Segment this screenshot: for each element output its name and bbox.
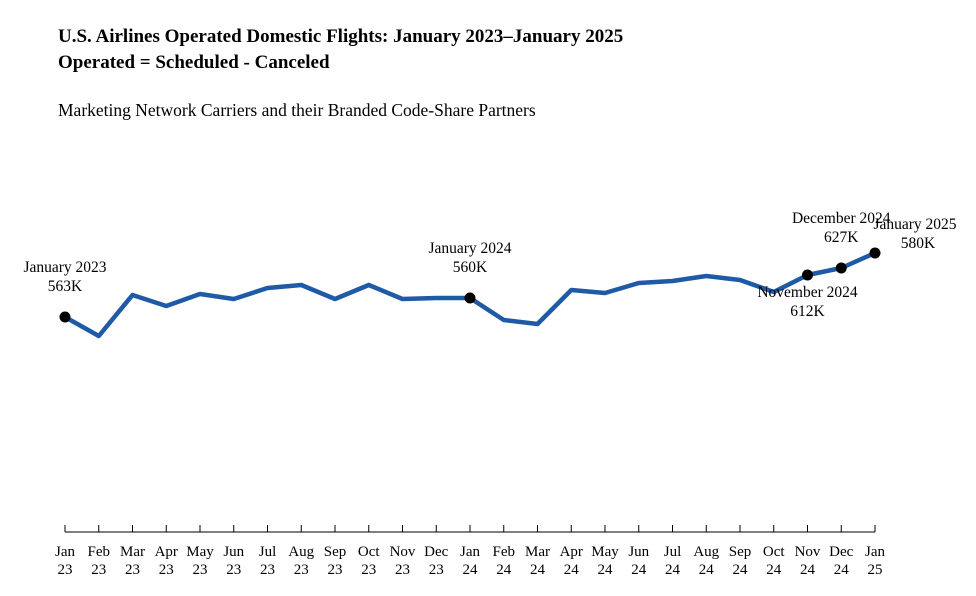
x-tick-label: Mar 24 xyxy=(525,544,550,578)
x-tick-label: Oct 24 xyxy=(763,544,785,578)
x-tick-label: Jan 25 xyxy=(865,544,885,578)
data-point xyxy=(464,292,476,304)
x-tick-label: May 23 xyxy=(186,544,214,578)
chart-title: U.S. Airlines Operated Domestic Flights:… xyxy=(58,24,623,76)
x-tick-label: Jan 23 xyxy=(55,544,75,578)
x-tick-label: Dec 24 xyxy=(829,544,853,578)
x-tick-label: Jun 23 xyxy=(223,544,244,578)
x-tick-label: Aug 23 xyxy=(288,544,314,578)
data-label: January 2024 560K xyxy=(428,240,511,276)
chart-title-line-1: U.S. Airlines Operated Domestic Flights:… xyxy=(58,26,624,47)
x-tick-label: Jan 24 xyxy=(460,544,480,578)
data-label: December 2024 627K xyxy=(792,210,891,246)
x-tick-label: Nov 24 xyxy=(795,544,821,578)
x-tick-label: Dec 23 xyxy=(424,544,448,578)
x-tick-label: May 24 xyxy=(591,544,619,578)
data-label: January 2025 580K xyxy=(873,216,956,252)
x-tick-label: Jul 23 xyxy=(259,544,277,578)
x-tick-label: Apr 23 xyxy=(155,544,178,578)
x-tick-label: Mar 23 xyxy=(120,544,145,578)
x-tick-label: Jun 24 xyxy=(628,544,649,578)
data-point xyxy=(869,247,881,259)
data-point xyxy=(59,311,71,323)
x-tick-label: Apr 24 xyxy=(560,544,583,578)
x-tick-label: Sep 23 xyxy=(324,544,347,578)
data-label: January 2023 563K xyxy=(23,259,106,295)
chart-title-line-2: Operated = Scheduled - Canceled xyxy=(58,52,330,73)
x-tick-label: Feb 24 xyxy=(493,544,516,578)
data-label: November 2024 612K xyxy=(757,284,858,320)
chart-subtitle: Marketing Network Carriers and their Bra… xyxy=(58,100,536,120)
x-tick-label: Aug 24 xyxy=(693,544,719,578)
x-tick-label: Nov 23 xyxy=(390,544,416,578)
data-point xyxy=(802,269,813,281)
x-tick-label: Jul 24 xyxy=(664,544,682,578)
x-tick-label: Sep 24 xyxy=(729,544,752,578)
x-tick-label: Feb 23 xyxy=(88,544,111,578)
data-point xyxy=(835,262,847,274)
x-tick-label: Oct 23 xyxy=(358,544,380,578)
